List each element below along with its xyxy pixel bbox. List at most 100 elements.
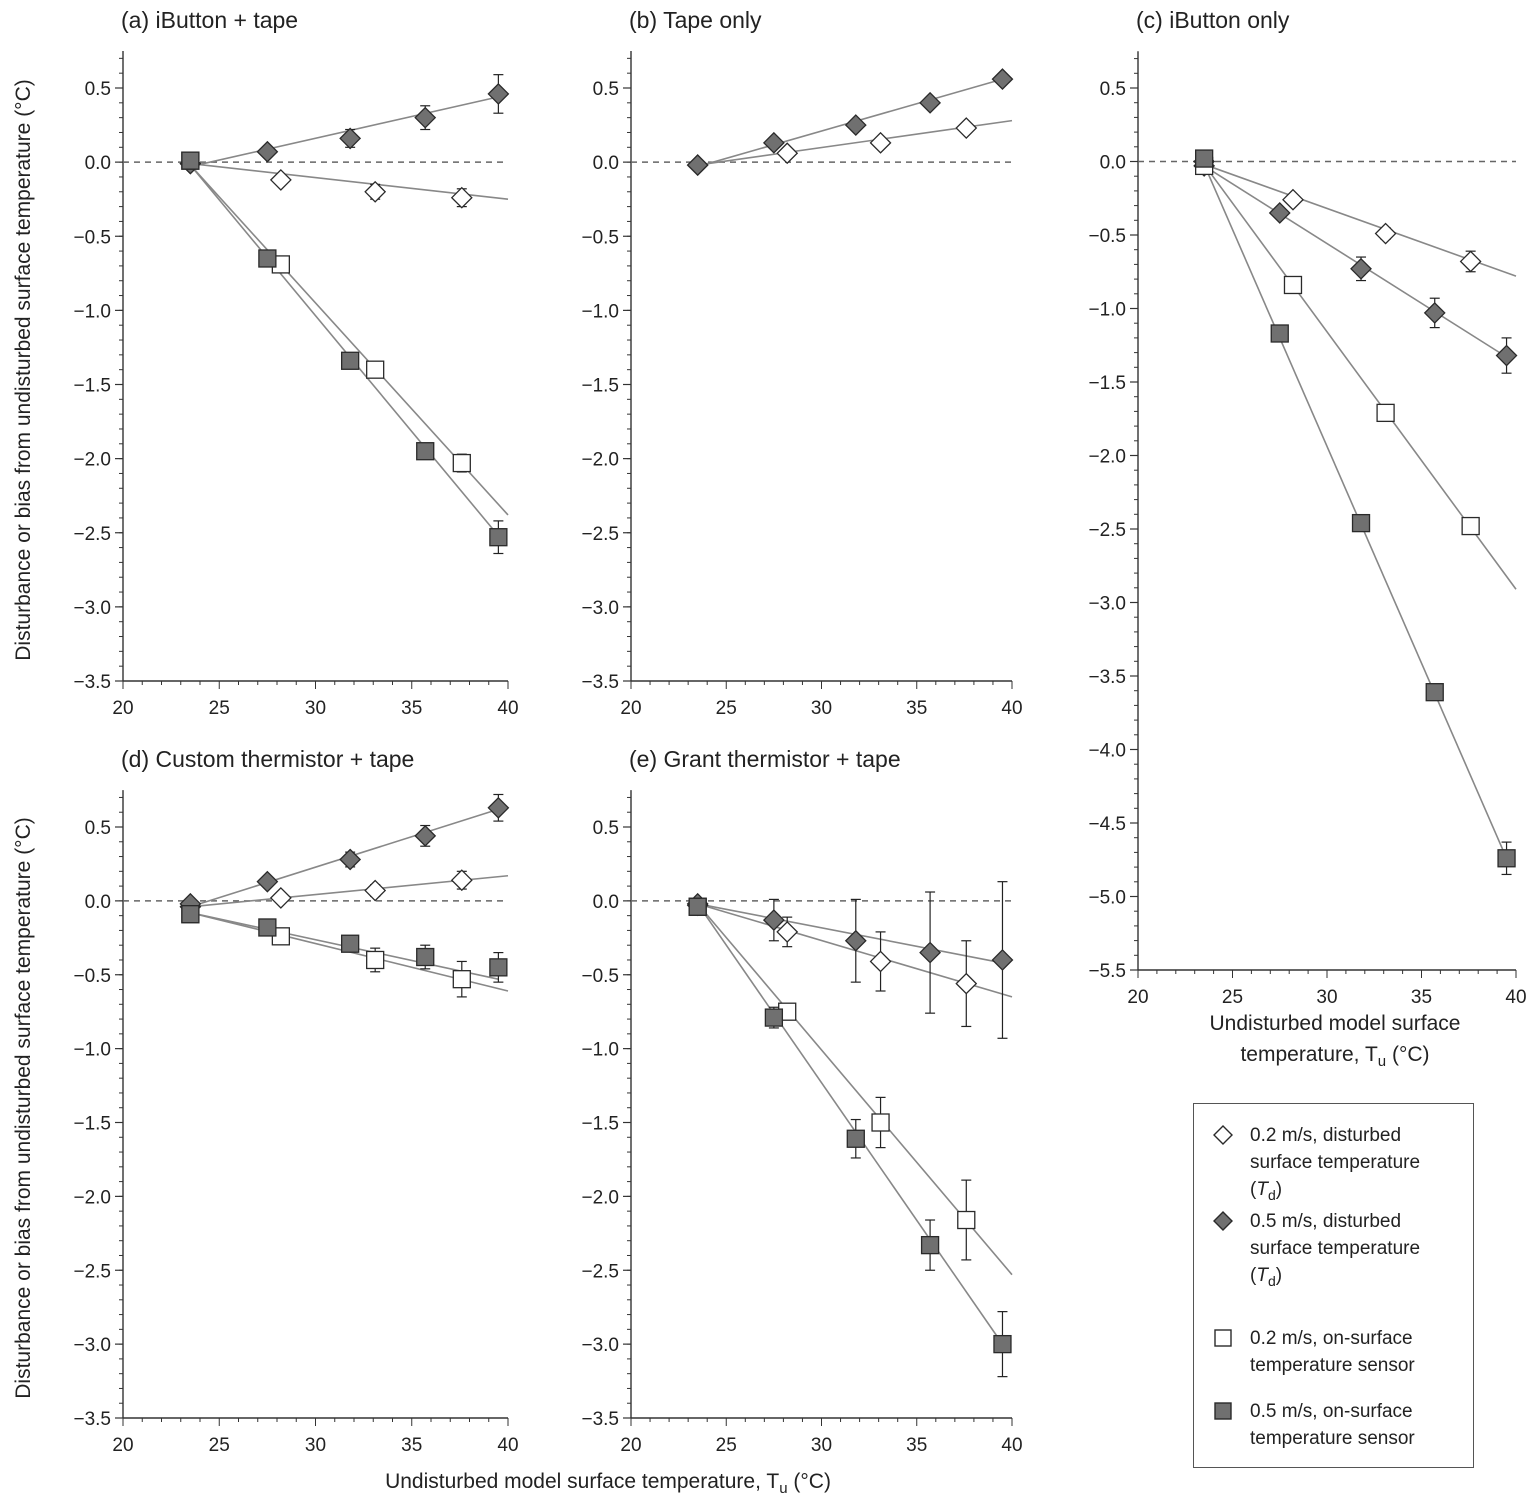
data-point-square-filled (846, 1129, 865, 1148)
x-tick-label: 30 (305, 1435, 326, 1456)
data-point-square-filled (1497, 849, 1516, 868)
legend-line: 0.5 m/s, disturbed (1250, 1211, 1402, 1232)
y-tick-label: 0.0 (593, 153, 619, 174)
y-tick-label: 0.0 (85, 153, 111, 174)
panel-title: (b) Tape only (629, 7, 762, 33)
y-tick-label: −2.5 (73, 1261, 111, 1282)
data-point-diamond-open (269, 168, 292, 191)
x-axis-label-c-line1: Undisturbed model surface (1210, 1012, 1461, 1035)
panel-d: (d) Custom thermistor + tape 0.5 0.0 −0.5 −1… (73, 746, 518, 1456)
y-tick-label: −1.0 (73, 301, 111, 322)
panel-a: (a) iButton + tape 0.5 0.0 −0.5 −1.0 −1.5 −2.0… (73, 7, 518, 719)
x-tick-label: 30 (1316, 987, 1337, 1008)
x-tick-label: 25 (209, 698, 230, 719)
data-point-diamond-open (776, 920, 799, 943)
y-tick-label: −1.0 (581, 301, 619, 322)
y-tick-label: −3.5 (73, 672, 111, 693)
y-tick-label: −0.5 (73, 966, 111, 987)
legend-item-diamond-filled: 0.5 m/s, disturbed surface temperature (… (1212, 1208, 1460, 1295)
data-point-square-filled (258, 918, 277, 937)
data-point-square-open (452, 453, 471, 473)
data-point-diamond-filled (256, 870, 279, 893)
y-tick-label: −3.0 (581, 1335, 619, 1356)
legend-var: T (1256, 1179, 1268, 1200)
legend: 0.2 m/s, disturbed surface temperature (… (1193, 1103, 1474, 1468)
data-point-square-filled (416, 442, 435, 461)
fit-line (189, 164, 499, 537)
legend-line: 0.5 m/s, on-surface (1250, 1401, 1413, 1422)
square-filled-icon (1214, 1402, 1232, 1420)
data-point-square-open (1376, 403, 1395, 423)
y-tick-label: −1.5 (73, 376, 111, 397)
data-point-diamond-filled (1495, 344, 1518, 367)
data-point-diamond-filled (1350, 257, 1372, 280)
panel-b: (b) Tape only 0.5 0.0 −0.5 −1.0 −1.5 −2.0 −2.5 −… (581, 7, 1022, 719)
y-tick-label: −2.5 (581, 1261, 619, 1282)
x-tick-label: 25 (1222, 987, 1243, 1008)
x-tick-label: 35 (906, 698, 927, 719)
y-tick-label: −1.5 (73, 1114, 111, 1135)
fit-line (190, 162, 509, 200)
x-tick-label: 35 (401, 698, 422, 719)
y-tick-label: −4.0 (1088, 741, 1126, 762)
x-tick-label: 35 (401, 1435, 422, 1456)
panel-title: (a) iButton + tape (121, 7, 298, 33)
data-point-diamond-filled (414, 824, 437, 847)
y-tick-label: −5.0 (1088, 888, 1126, 909)
fit-line (190, 96, 499, 168)
y-tick-label: −1.5 (581, 1114, 619, 1135)
data-point-diamond-open (955, 972, 978, 995)
panel-title: (e) Grant thermistor + tape (629, 746, 901, 772)
data-point-square-filled (340, 934, 360, 953)
x-axis-label-c-unit: (°C) (1386, 1043, 1429, 1066)
y-tick-label: −2.0 (581, 1187, 619, 1208)
y-tick-label: −2.5 (1088, 520, 1126, 541)
x-tick-label: 20 (620, 698, 641, 719)
data-point-diamond-open (269, 887, 292, 909)
data-point-diamond-open (364, 180, 387, 203)
data-point-square-filled (764, 1008, 784, 1027)
y-tick-label: −1.0 (581, 1040, 619, 1061)
data-point-square-filled (1270, 324, 1289, 343)
fit-line (697, 903, 1003, 964)
data-point-square-filled (1195, 149, 1214, 168)
legend-line: temperature sensor (1250, 1355, 1415, 1376)
y-tick-label: −3.0 (73, 1335, 111, 1356)
y-tick-label: −3.5 (581, 1409, 619, 1430)
y-tick-label: −2.0 (581, 450, 619, 471)
data-point-square-open (957, 1210, 976, 1230)
x-axis-label-c-sub: u (1378, 1053, 1386, 1070)
x-axis-label-c-line2: temperature, Tu (°C) (1240, 1043, 1429, 1070)
y-tick-label: −2.0 (73, 1187, 111, 1208)
legend-sub: d (1267, 1186, 1276, 1203)
y-tick-label: −2.5 (73, 524, 111, 545)
fit-line (1203, 165, 1507, 358)
data-point-diamond-filled (339, 848, 362, 871)
legend-item-square-filled: 0.5 m/s, on-surface temperature sensor (1212, 1398, 1460, 1452)
data-point-diamond-filled (844, 929, 867, 952)
x-tick-label: 25 (716, 698, 737, 719)
data-point-square-open (366, 360, 385, 379)
diamond-open-icon (1213, 1125, 1233, 1145)
y-axis-label-top: Disturbance or bias from undisturbed sur… (12, 79, 35, 660)
legend-line: ) (1275, 1265, 1283, 1286)
data-point-square-filled (181, 151, 200, 170)
panel-e: (e) Grant thermistor + tape 0.5 0.0 −0.5 −1.… (581, 746, 1022, 1456)
legend-var: T (1256, 1265, 1268, 1286)
data-point-square-filled (1351, 513, 1371, 533)
x-tick-label: 40 (1001, 698, 1022, 719)
legend-line: surface temperature (1250, 1238, 1421, 1259)
data-point-diamond-filled (414, 106, 437, 129)
y-tick-label: −2.5 (581, 524, 619, 545)
data-point-square-open (871, 1113, 890, 1132)
data-point-diamond-filled (686, 154, 709, 177)
y-tick-label: −3.5 (581, 672, 619, 693)
y-tick-label: −1.5 (1088, 373, 1126, 394)
y-tick-label: 0.5 (85, 818, 111, 839)
x-tick-label: 40 (497, 1435, 518, 1456)
panel-c: (c) iButton only 0.5 0.0 −0.5 −1.0 −1.5 −2.0 −2… (1088, 7, 1526, 1008)
legend-line: 0.2 m/s, disturbed (1250, 1125, 1402, 1146)
data-point-square-filled (920, 1235, 940, 1255)
legend-item-square-open: 0.2 m/s, on-surface temperature sensor (1212, 1325, 1460, 1379)
